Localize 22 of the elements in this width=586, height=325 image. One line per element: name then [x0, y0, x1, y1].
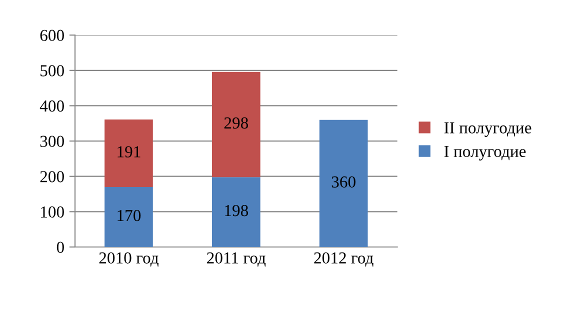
data-label: 191	[118, 146, 140, 158]
bar	[104, 186, 153, 247]
legend-label: I полугодие	[444, 146, 526, 160]
bar	[212, 177, 260, 247]
data-label: 360	[332, 176, 356, 188]
y-tick-label: 300	[40, 136, 64, 147]
y-tick-label: 0	[56, 242, 64, 253]
bar	[319, 120, 368, 247]
y-tick-label: 500	[40, 65, 64, 76]
x-tick-label: 2012 год	[314, 252, 374, 267]
data-label: 170	[118, 210, 141, 222]
legend-label: II полугодие	[444, 122, 532, 137]
x-tick-label: 2010 год	[99, 252, 158, 267]
x-tick-label: 2011 год	[207, 252, 266, 267]
bar	[212, 72, 260, 178]
y-tick-label: 100	[41, 206, 64, 218]
y-tick-label: 600	[40, 30, 64, 42]
data-label: 298	[224, 117, 248, 129]
y-tick-label: 200	[40, 171, 64, 182]
data-label: 198	[225, 204, 248, 216]
bar	[104, 120, 153, 187]
y-tick-label: 400	[40, 100, 64, 112]
